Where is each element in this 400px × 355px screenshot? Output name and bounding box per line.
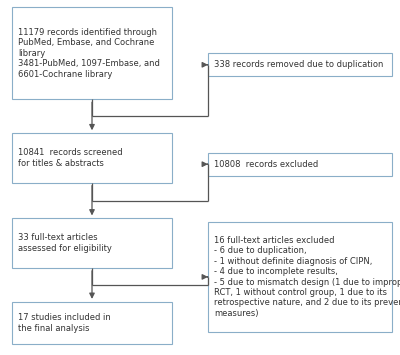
FancyBboxPatch shape bbox=[12, 7, 172, 99]
Text: 338 records removed due to duplication: 338 records removed due to duplication bbox=[214, 60, 383, 69]
FancyBboxPatch shape bbox=[208, 53, 392, 76]
Text: 10808  records excluded: 10808 records excluded bbox=[214, 160, 318, 169]
FancyBboxPatch shape bbox=[12, 133, 172, 183]
Text: 33 full-text articles
assessed for eligibility: 33 full-text articles assessed for eligi… bbox=[18, 234, 112, 253]
FancyBboxPatch shape bbox=[208, 222, 392, 332]
Text: 17 studies included in
the final analysis: 17 studies included in the final analysi… bbox=[18, 313, 111, 333]
FancyBboxPatch shape bbox=[12, 218, 172, 268]
FancyBboxPatch shape bbox=[208, 153, 392, 176]
Text: 16 full-text articles excluded
- 6 due to duplication,
- 1 without definite diag: 16 full-text articles excluded - 6 due t… bbox=[214, 236, 400, 318]
FancyBboxPatch shape bbox=[12, 302, 172, 344]
Text: 11179 records identified through
PubMed, Embase, and Cochrane
library
3481-PubMe: 11179 records identified through PubMed,… bbox=[18, 28, 160, 78]
Text: 10841  records screened
for titles & abstracts: 10841 records screened for titles & abst… bbox=[18, 148, 123, 168]
